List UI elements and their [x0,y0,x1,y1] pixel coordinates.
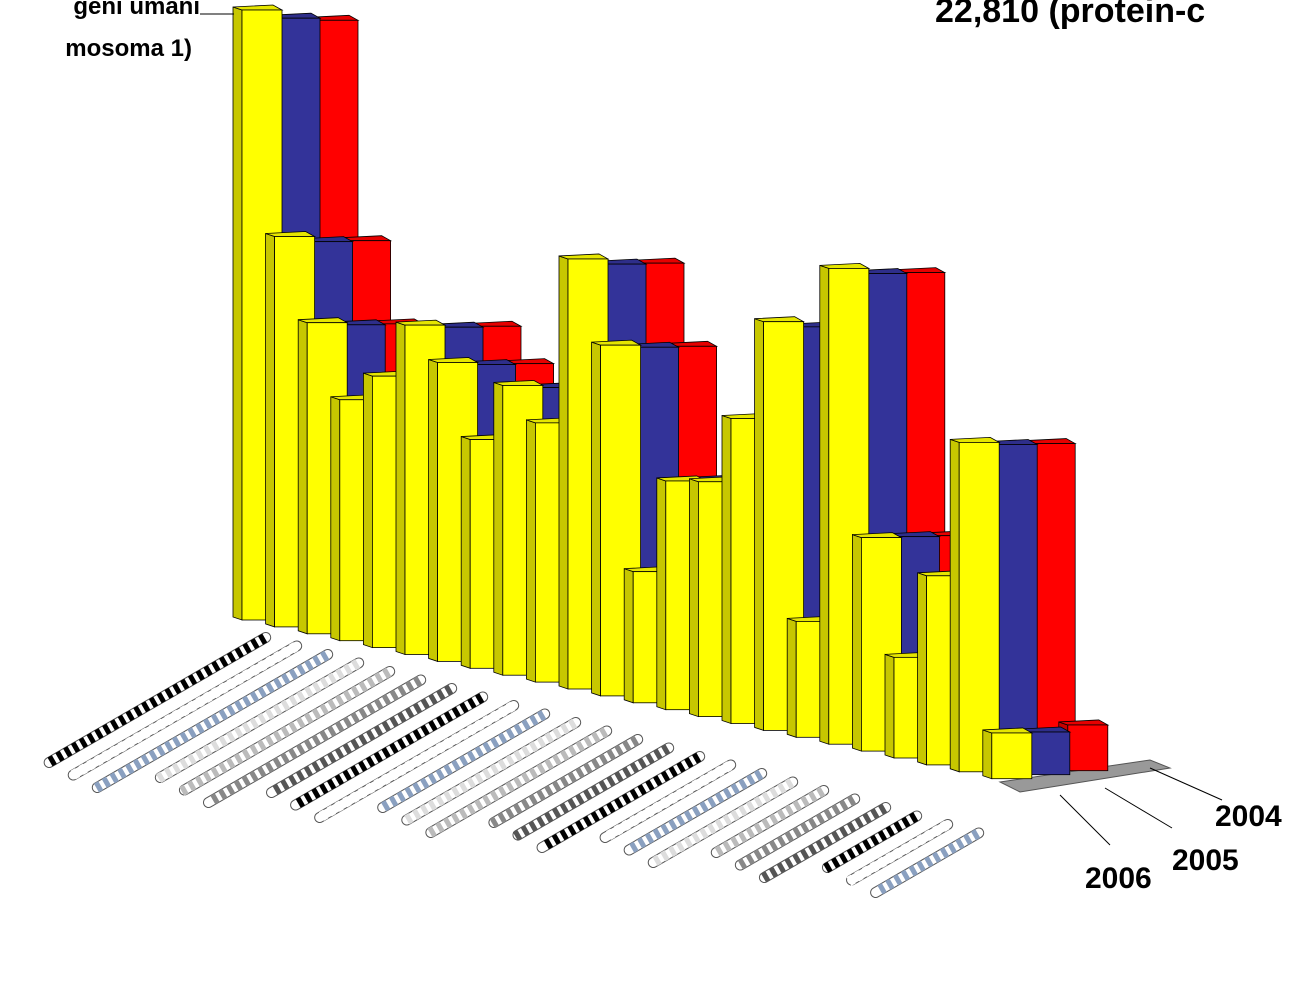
ideogram [154,656,366,784]
bar [983,728,1032,779]
legend-label: 2004 [1215,800,1282,833]
bar-side [429,360,438,662]
bar-side [396,322,405,654]
bar-top [950,437,999,442]
bar-side [755,319,764,731]
bar-side [950,439,959,771]
bar-front [1030,732,1070,775]
bar-front [1035,444,1075,764]
annotation: geni umani [73,0,200,20]
bar-side [494,382,503,675]
bar-side [820,265,829,744]
bar-side [461,437,470,669]
leader-line [1060,795,1110,845]
bar-side [592,342,601,696]
bar-side [787,618,796,737]
ideogram [535,750,706,855]
bar-top [559,254,608,259]
bar-side [298,320,307,634]
chart: geni umani mosoma 1) 22,810 (protein-c 2… [0,0,1303,983]
bar-top [233,5,282,10]
bar-side [331,397,340,641]
leader-line [1105,788,1172,828]
ideogram [511,741,675,842]
annotation: 22,810 (protein-c [935,0,1205,30]
bars [233,5,1108,779]
bar-side [559,256,568,689]
bar-side [363,373,372,647]
bar-front [1068,725,1108,771]
legend-label: 2006 [1085,862,1152,895]
bar-side [885,654,894,758]
bar-side [852,535,861,752]
bar-side [983,730,992,779]
bar-front [992,733,1032,779]
ideogram [178,665,397,797]
bar-front [997,445,1037,768]
bar-front [959,442,999,771]
bar-side [624,569,633,703]
annotation: mosoma 1) [65,35,192,62]
bar-side [722,416,731,724]
bar-top [820,263,869,268]
bar-side [233,7,242,620]
bar-side [266,234,275,627]
bar-side [689,479,698,717]
bar [950,437,999,771]
bar-top [755,317,804,322]
leader-line [1150,768,1222,800]
bar-side [657,478,666,710]
bar-side [918,573,927,765]
bar-side [526,420,535,682]
legend-label: 2005 [1172,844,1239,877]
ideogram [313,699,521,825]
